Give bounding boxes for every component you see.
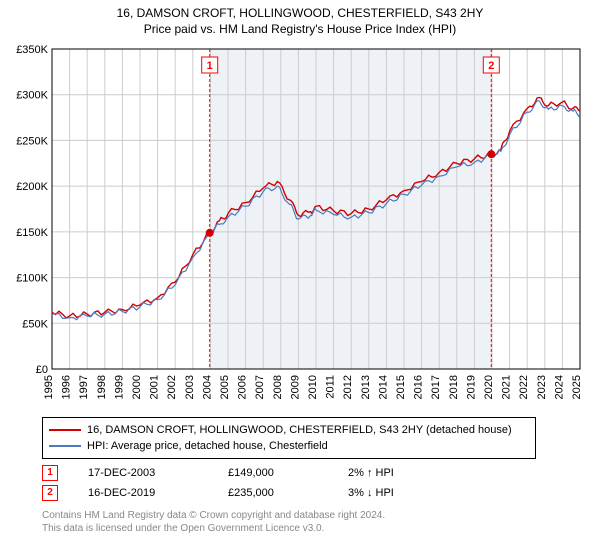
svg-text:2: 2 [488, 60, 494, 72]
legend-row-property: 16, DAMSON CROFT, HOLLINGWOOD, CHESTERFI… [49, 422, 529, 438]
svg-text:2000: 2000 [131, 375, 143, 399]
svg-text:1996: 1996 [61, 375, 73, 399]
svg-text:£200K: £200K [16, 181, 48, 193]
svg-text:£250K: £250K [16, 136, 48, 148]
footer-attribution: Contains HM Land Registry data © Crown c… [42, 509, 600, 535]
svg-text:1997: 1997 [78, 375, 90, 399]
svg-text:£50K: £50K [22, 318, 48, 330]
legend-label-property: 16, DAMSON CROFT, HOLLINGWOOD, CHESTERFI… [87, 424, 512, 436]
svg-text:2018: 2018 [448, 375, 460, 399]
svg-text:2017: 2017 [430, 375, 442, 399]
title-line-2: Price paid vs. HM Land Registry's House … [0, 22, 600, 38]
svg-text:2010: 2010 [307, 375, 319, 399]
svg-text:2002: 2002 [166, 375, 178, 399]
event-row-2: 2 16-DEC-2019 £235,000 3% ↓ HPI [42, 483, 600, 503]
event-marker-1: 1 [42, 465, 58, 481]
svg-text:2013: 2013 [360, 375, 372, 399]
svg-text:2019: 2019 [465, 375, 477, 399]
svg-text:2021: 2021 [501, 375, 513, 399]
svg-text:2016: 2016 [413, 375, 425, 399]
footer-line-2: This data is licensed under the Open Gov… [42, 522, 600, 535]
svg-text:1998: 1998 [96, 375, 108, 399]
svg-text:2014: 2014 [377, 375, 389, 399]
chart-container: £0 £50K £100K £150K £200K £250K £300K £350K 1995… [10, 39, 590, 409]
svg-text:2009: 2009 [289, 375, 301, 399]
svg-text:2023: 2023 [536, 375, 548, 399]
svg-text:2015: 2015 [395, 375, 407, 399]
chart-svg: £0 £50K £100K £150K £200K £250K £300K £350K 1995… [10, 39, 590, 409]
svg-text:£300K: £300K [16, 90, 48, 102]
event-pct-2: 3% ↓ HPI [348, 487, 468, 499]
svg-text:2006: 2006 [237, 375, 249, 399]
event-price-1: £149,000 [228, 467, 348, 479]
svg-text:2020: 2020 [483, 375, 495, 399]
svg-text:£350K: £350K [16, 44, 48, 56]
title-line-1: 16, DAMSON CROFT, HOLLINGWOOD, CHESTERFI… [0, 6, 600, 22]
svg-text:2025: 2025 [571, 375, 583, 399]
chart-title-block: 16, DAMSON CROFT, HOLLINGWOOD, CHESTERFI… [0, 0, 600, 39]
event-pct-1: 2% ↑ HPI [348, 467, 468, 479]
svg-text:2001: 2001 [149, 375, 161, 399]
events-table: 1 17-DEC-2003 £149,000 2% ↑ HPI 2 16-DEC… [42, 463, 600, 503]
legend-swatch-hpi [49, 445, 81, 447]
svg-text:2003: 2003 [184, 375, 196, 399]
svg-text:£150K: £150K [16, 227, 48, 239]
legend-swatch-property [49, 429, 81, 431]
svg-text:1995: 1995 [43, 375, 55, 399]
legend-row-hpi: HPI: Average price, detached house, Ches… [49, 438, 529, 454]
legend-label-hpi: HPI: Average price, detached house, Ches… [87, 440, 328, 452]
svg-text:1999: 1999 [113, 375, 125, 399]
svg-text:2011: 2011 [325, 375, 337, 399]
event-price-2: £235,000 [228, 487, 348, 499]
event-marker-2: 2 [42, 485, 58, 501]
svg-text:2004: 2004 [201, 375, 213, 399]
svg-text:2005: 2005 [219, 375, 231, 399]
svg-text:£100K: £100K [16, 273, 48, 285]
svg-text:1: 1 [207, 60, 213, 72]
event-row-1: 1 17-DEC-2003 £149,000 2% ↑ HPI [42, 463, 600, 483]
svg-text:2012: 2012 [342, 375, 354, 399]
svg-text:2007: 2007 [254, 375, 266, 399]
svg-text:2022: 2022 [518, 375, 530, 399]
svg-text:2024: 2024 [553, 375, 565, 399]
event-date-2: 16-DEC-2019 [88, 487, 228, 499]
footer-line-1: Contains HM Land Registry data © Crown c… [42, 509, 600, 522]
legend-box: 16, DAMSON CROFT, HOLLINGWOOD, CHESTERFI… [42, 417, 536, 459]
event-date-1: 17-DEC-2003 [88, 467, 228, 479]
svg-text:£0: £0 [36, 364, 48, 376]
svg-text:2008: 2008 [272, 375, 284, 399]
